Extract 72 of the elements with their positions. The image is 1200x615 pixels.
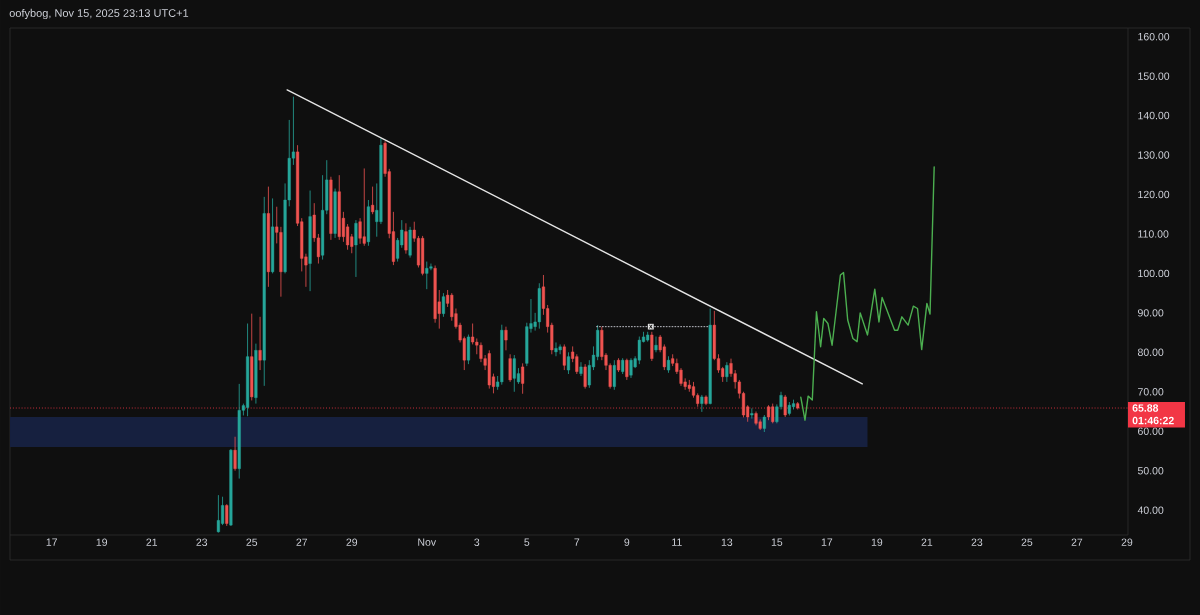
y-tick-label: 150.00 xyxy=(1138,72,1170,80)
line-series xyxy=(800,166,935,421)
candlestick xyxy=(429,263,433,271)
candlestick xyxy=(579,361,583,377)
candlestick xyxy=(654,336,658,353)
x-tick-label: 15 xyxy=(771,538,783,546)
candlestick xyxy=(362,168,366,247)
y-tick-label: 70.00 xyxy=(1138,388,1164,396)
y-tick-label: 110.00 xyxy=(1138,230,1169,238)
candlestick xyxy=(650,331,654,362)
y-tick-label: 160.00 xyxy=(1138,32,1170,41)
x-tick-label: 5 xyxy=(524,538,530,546)
candlestick xyxy=(512,354,516,393)
x-tick-label: 21 xyxy=(921,538,933,546)
x-tick-label: 25 xyxy=(246,538,258,546)
candlestick xyxy=(566,351,571,375)
y-tick-label: 80.00 xyxy=(1137,348,1164,357)
x-tick-label: 21 xyxy=(146,538,158,546)
candlestick xyxy=(425,261,429,290)
ref-line-label: 65.88 xyxy=(1132,404,1159,412)
candlestick xyxy=(358,217,362,245)
x-tick-label: 3 xyxy=(474,538,480,546)
candlestick xyxy=(354,219,358,278)
x-tick-label: Nov xyxy=(418,538,437,546)
candlestick xyxy=(554,342,558,357)
candlestick xyxy=(521,362,525,395)
x-tick-label: 9 xyxy=(624,538,630,546)
y-tick-label: 90.00 xyxy=(1138,309,1164,317)
candlestick xyxy=(441,292,445,318)
candlestick xyxy=(583,363,587,390)
y-tick-label: 40.00 xyxy=(1137,506,1164,514)
candlestick xyxy=(637,336,641,365)
chart-title: oofybog, Nov 15, 2025 23:13 UTC+1 xyxy=(9,8,189,20)
candlestick xyxy=(562,344,566,371)
candlestick xyxy=(558,344,562,355)
x-tick-label: 13 xyxy=(721,538,733,546)
x-tick-label: 29 xyxy=(1121,538,1133,546)
x-tick-label: 27 xyxy=(296,538,308,546)
candlestick xyxy=(233,436,237,472)
y-tick-label: 60.00 xyxy=(1138,427,1164,435)
candlestick xyxy=(225,503,229,527)
x-tick-label: 17 xyxy=(821,538,833,546)
candlestick xyxy=(371,186,375,215)
candlestick xyxy=(750,407,754,419)
candlestick xyxy=(466,334,470,365)
x-tick-label: 23 xyxy=(196,538,208,546)
x-tick-label: 19 xyxy=(96,538,108,546)
candlestick xyxy=(771,403,775,424)
x-tick-label: 25 xyxy=(1021,538,1033,546)
x-tick-label: 23 xyxy=(971,538,983,546)
text: 01:46:22 xyxy=(1132,416,1174,425)
y-tick-label: 100.00 xyxy=(1138,269,1170,278)
x-tick-label: 27 xyxy=(1071,538,1083,546)
x-tick-label: 19 xyxy=(871,538,883,546)
candlestick xyxy=(629,357,633,379)
candlestick xyxy=(725,361,729,383)
y-tick-label: 50.00 xyxy=(1137,466,1164,475)
candlestick xyxy=(783,394,787,418)
x-tick-label: 11 xyxy=(672,538,682,546)
candlestick xyxy=(504,326,508,351)
x-tick-label: 17 xyxy=(46,538,57,546)
candlestick xyxy=(575,353,579,375)
y-tick-label: 120.00 xyxy=(1138,190,1170,199)
x-tick-label: 29 xyxy=(346,538,358,546)
y-tick-label: 140.00 xyxy=(1138,111,1170,120)
candlestick xyxy=(612,359,616,391)
x-tick-label: 7 xyxy=(574,538,580,546)
candlestick xyxy=(404,222,408,255)
candlestick xyxy=(625,358,629,381)
y-tick-label: 130.00 xyxy=(1138,151,1170,159)
candlestick xyxy=(258,316,262,371)
candlestick xyxy=(508,353,512,383)
